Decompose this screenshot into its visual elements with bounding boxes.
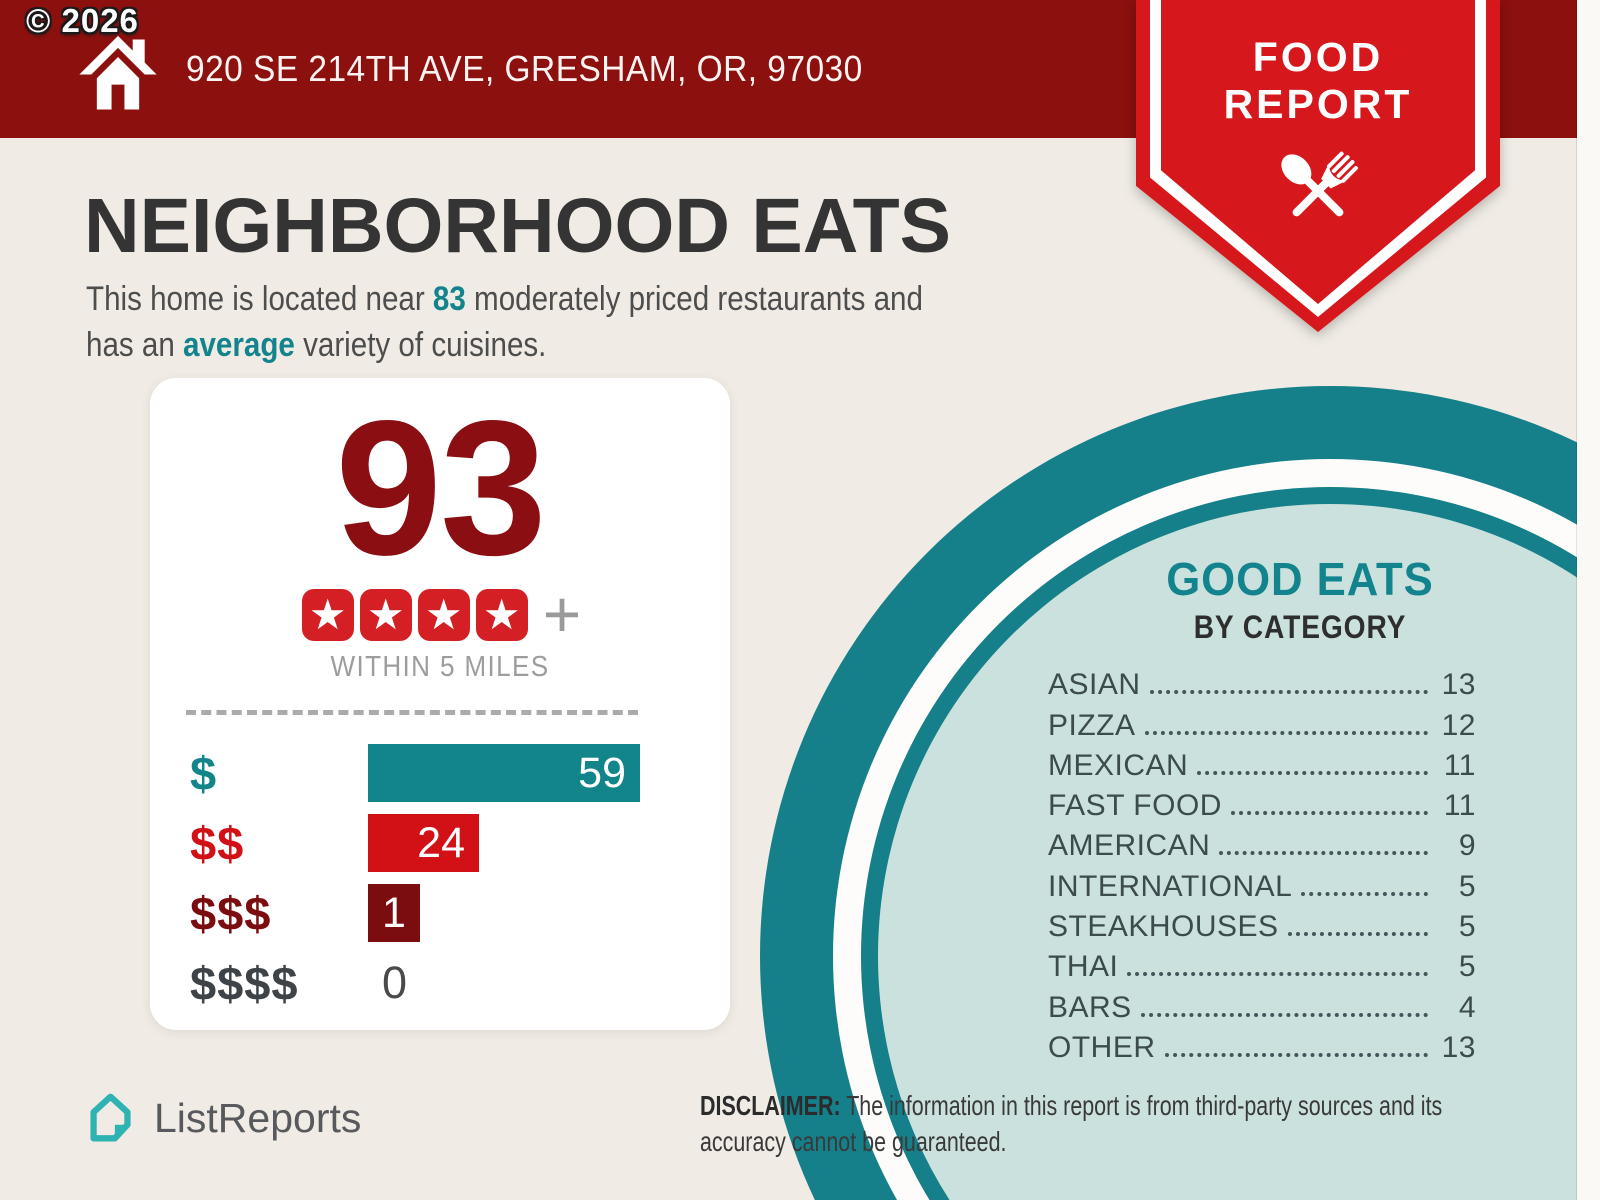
brand-name: ListReports — [154, 1094, 362, 1141]
good-eats-subtitle: BY CATEGORY — [1193, 609, 1407, 645]
property-address: 920 SE 214TH AVE, GRESHAM, OR, 97030 — [186, 48, 863, 89]
price-bar: 1 — [368, 884, 420, 942]
category-row: INTERNATIONAL 5 — [1048, 863, 1476, 903]
category-label: BARS — [1048, 990, 1132, 1024]
dotted-leader — [1287, 932, 1428, 937]
subtitle-line1: This home is located near 83 moderately … — [86, 280, 923, 318]
category-row: AMERICAN 9 — [1048, 823, 1476, 863]
listreports-logo: ListReports — [80, 1088, 361, 1148]
disclaimer-line2: accuracy cannot be guaranteed. — [700, 1125, 1007, 1157]
disclaimer-label: DISCLAIMER: — [700, 1090, 841, 1121]
dotted-leader — [1140, 1012, 1428, 1017]
star-icon: ★ — [417, 589, 470, 641]
star-icon: ★ — [359, 589, 412, 641]
category-label: INTERNATIONAL — [1048, 869, 1293, 903]
price-bar-value: 1 — [382, 888, 406, 937]
category-count: 4 — [1458, 990, 1476, 1024]
category-label: THAI — [1048, 950, 1119, 984]
dotted-leader — [1219, 851, 1428, 856]
plus-icon: + — [542, 577, 582, 652]
crossed-spoon-fork-icon — [1281, 152, 1358, 217]
price-tier-chart: $59 $$ 24 $$$ 1 $$$$ 0 — [150, 744, 730, 1012]
page-title: NEIGHBORHOOD EATS — [84, 183, 952, 269]
restaurant-score: 93 — [335, 380, 547, 595]
restaurant-count: 83 — [432, 280, 466, 318]
category-count: 5 — [1458, 910, 1476, 944]
page-right-margin — [1577, 0, 1600, 1200]
score-card: 93 ★ ★ ★ ★ + WITHIN 5 MILES $59 $$ 24 $$$ 1 $$$$ 0 — [150, 378, 730, 1030]
category-count: 5 — [1458, 950, 1476, 984]
category-row: OTHER 13 — [1048, 1025, 1476, 1065]
category-label: ASIAN — [1048, 668, 1141, 702]
category-count: 11 — [1443, 748, 1476, 782]
subtitle-line2: has an average variety of cuisines. — [86, 326, 547, 365]
category-count: 5 — [1458, 869, 1476, 903]
dotted-leader — [1127, 972, 1428, 977]
category-row: PIZZA 12 — [1048, 702, 1476, 742]
category-row: MEXICAN 11 — [1048, 743, 1476, 783]
good-eats-circle-graphic — [760, 386, 1600, 1200]
category-row: FAST FOOD 11 — [1048, 783, 1476, 823]
dotted-leader — [1164, 1052, 1428, 1057]
price-zero-value: 0 — [382, 957, 408, 1008]
category-row: THAI 5 — [1048, 944, 1476, 984]
disclaimer-line1: DISCLAIMER: The information in this repo… — [700, 1090, 1443, 1121]
price-bar: 24 — [368, 814, 479, 872]
copyright-text: © 2026 — [26, 2, 139, 39]
disclaimer: DISCLAIMER: The information in this repo… — [700, 1088, 1519, 1160]
variety-highlight: average — [183, 326, 295, 365]
house-page-icon — [90, 1093, 131, 1142]
dotted-leader — [1144, 730, 1428, 735]
category-label: FAST FOOD — [1048, 789, 1222, 823]
price-tier-label: $$ — [190, 816, 245, 870]
category-row: BARS 4 — [1048, 984, 1476, 1024]
badge-title-line2: REPORT — [1223, 80, 1413, 127]
dotted-leader — [1197, 770, 1428, 775]
star-icon: ★ — [301, 589, 354, 641]
star-rating: ★ ★ ★ ★ + — [150, 577, 730, 652]
dotted-leader — [1230, 811, 1428, 816]
food-report-badge: FOOD REPORT — [1136, 0, 1500, 332]
category-count: 13 — [1441, 668, 1476, 702]
home-icon — [79, 35, 157, 110]
dotted-leader — [1301, 891, 1428, 896]
category-count: 12 — [1441, 708, 1476, 742]
category-label: AMERICAN — [1048, 829, 1211, 863]
price-row: $59 — [190, 744, 730, 802]
price-row: $$$$ 0 — [190, 954, 730, 1012]
dotted-leader — [1149, 690, 1428, 695]
price-tier-label: $ — [190, 746, 218, 800]
badge-title-line1: FOOD — [1252, 34, 1384, 80]
star-icon: ★ — [475, 589, 528, 641]
price-row: $$ 24 — [190, 814, 730, 872]
good-eats-heading: GOOD EATS BY CATEGORY — [1075, 552, 1525, 646]
good-eats-title: GOOD EATS — [1166, 553, 1434, 605]
price-bar-value: 24 — [417, 818, 465, 867]
price-bar: 59 — [368, 744, 640, 802]
category-count: 11 — [1443, 789, 1476, 823]
category-label: STEAKHOUSES — [1048, 910, 1279, 944]
category-list: ASIAN 13 PIZZA 12 MEXICAN 11 FAST FOOD 11 AMERIC… — [1048, 662, 1476, 1065]
category-count: 9 — [1458, 829, 1476, 863]
category-label: MEXICAN — [1048, 748, 1189, 782]
price-row: $$$ 1 — [190, 884, 730, 942]
price-tier-label: $$$ — [190, 886, 272, 940]
category-label: OTHER — [1048, 1030, 1156, 1064]
price-bar-value: 59 — [578, 748, 626, 797]
badge-content: FOOD REPORT — [1136, 34, 1500, 250]
dashed-divider — [186, 710, 638, 715]
page-subtitle: This home is located near 83 moderately … — [86, 276, 923, 368]
category-label: PIZZA — [1048, 708, 1136, 742]
category-row: STEAKHOUSES 5 — [1048, 904, 1476, 944]
category-row: ASIAN 13 — [1048, 662, 1476, 702]
radius-label: WITHIN 5 MILES — [330, 651, 550, 683]
category-count: 13 — [1441, 1030, 1476, 1064]
price-tier-label: $$$$ — [190, 956, 299, 1010]
